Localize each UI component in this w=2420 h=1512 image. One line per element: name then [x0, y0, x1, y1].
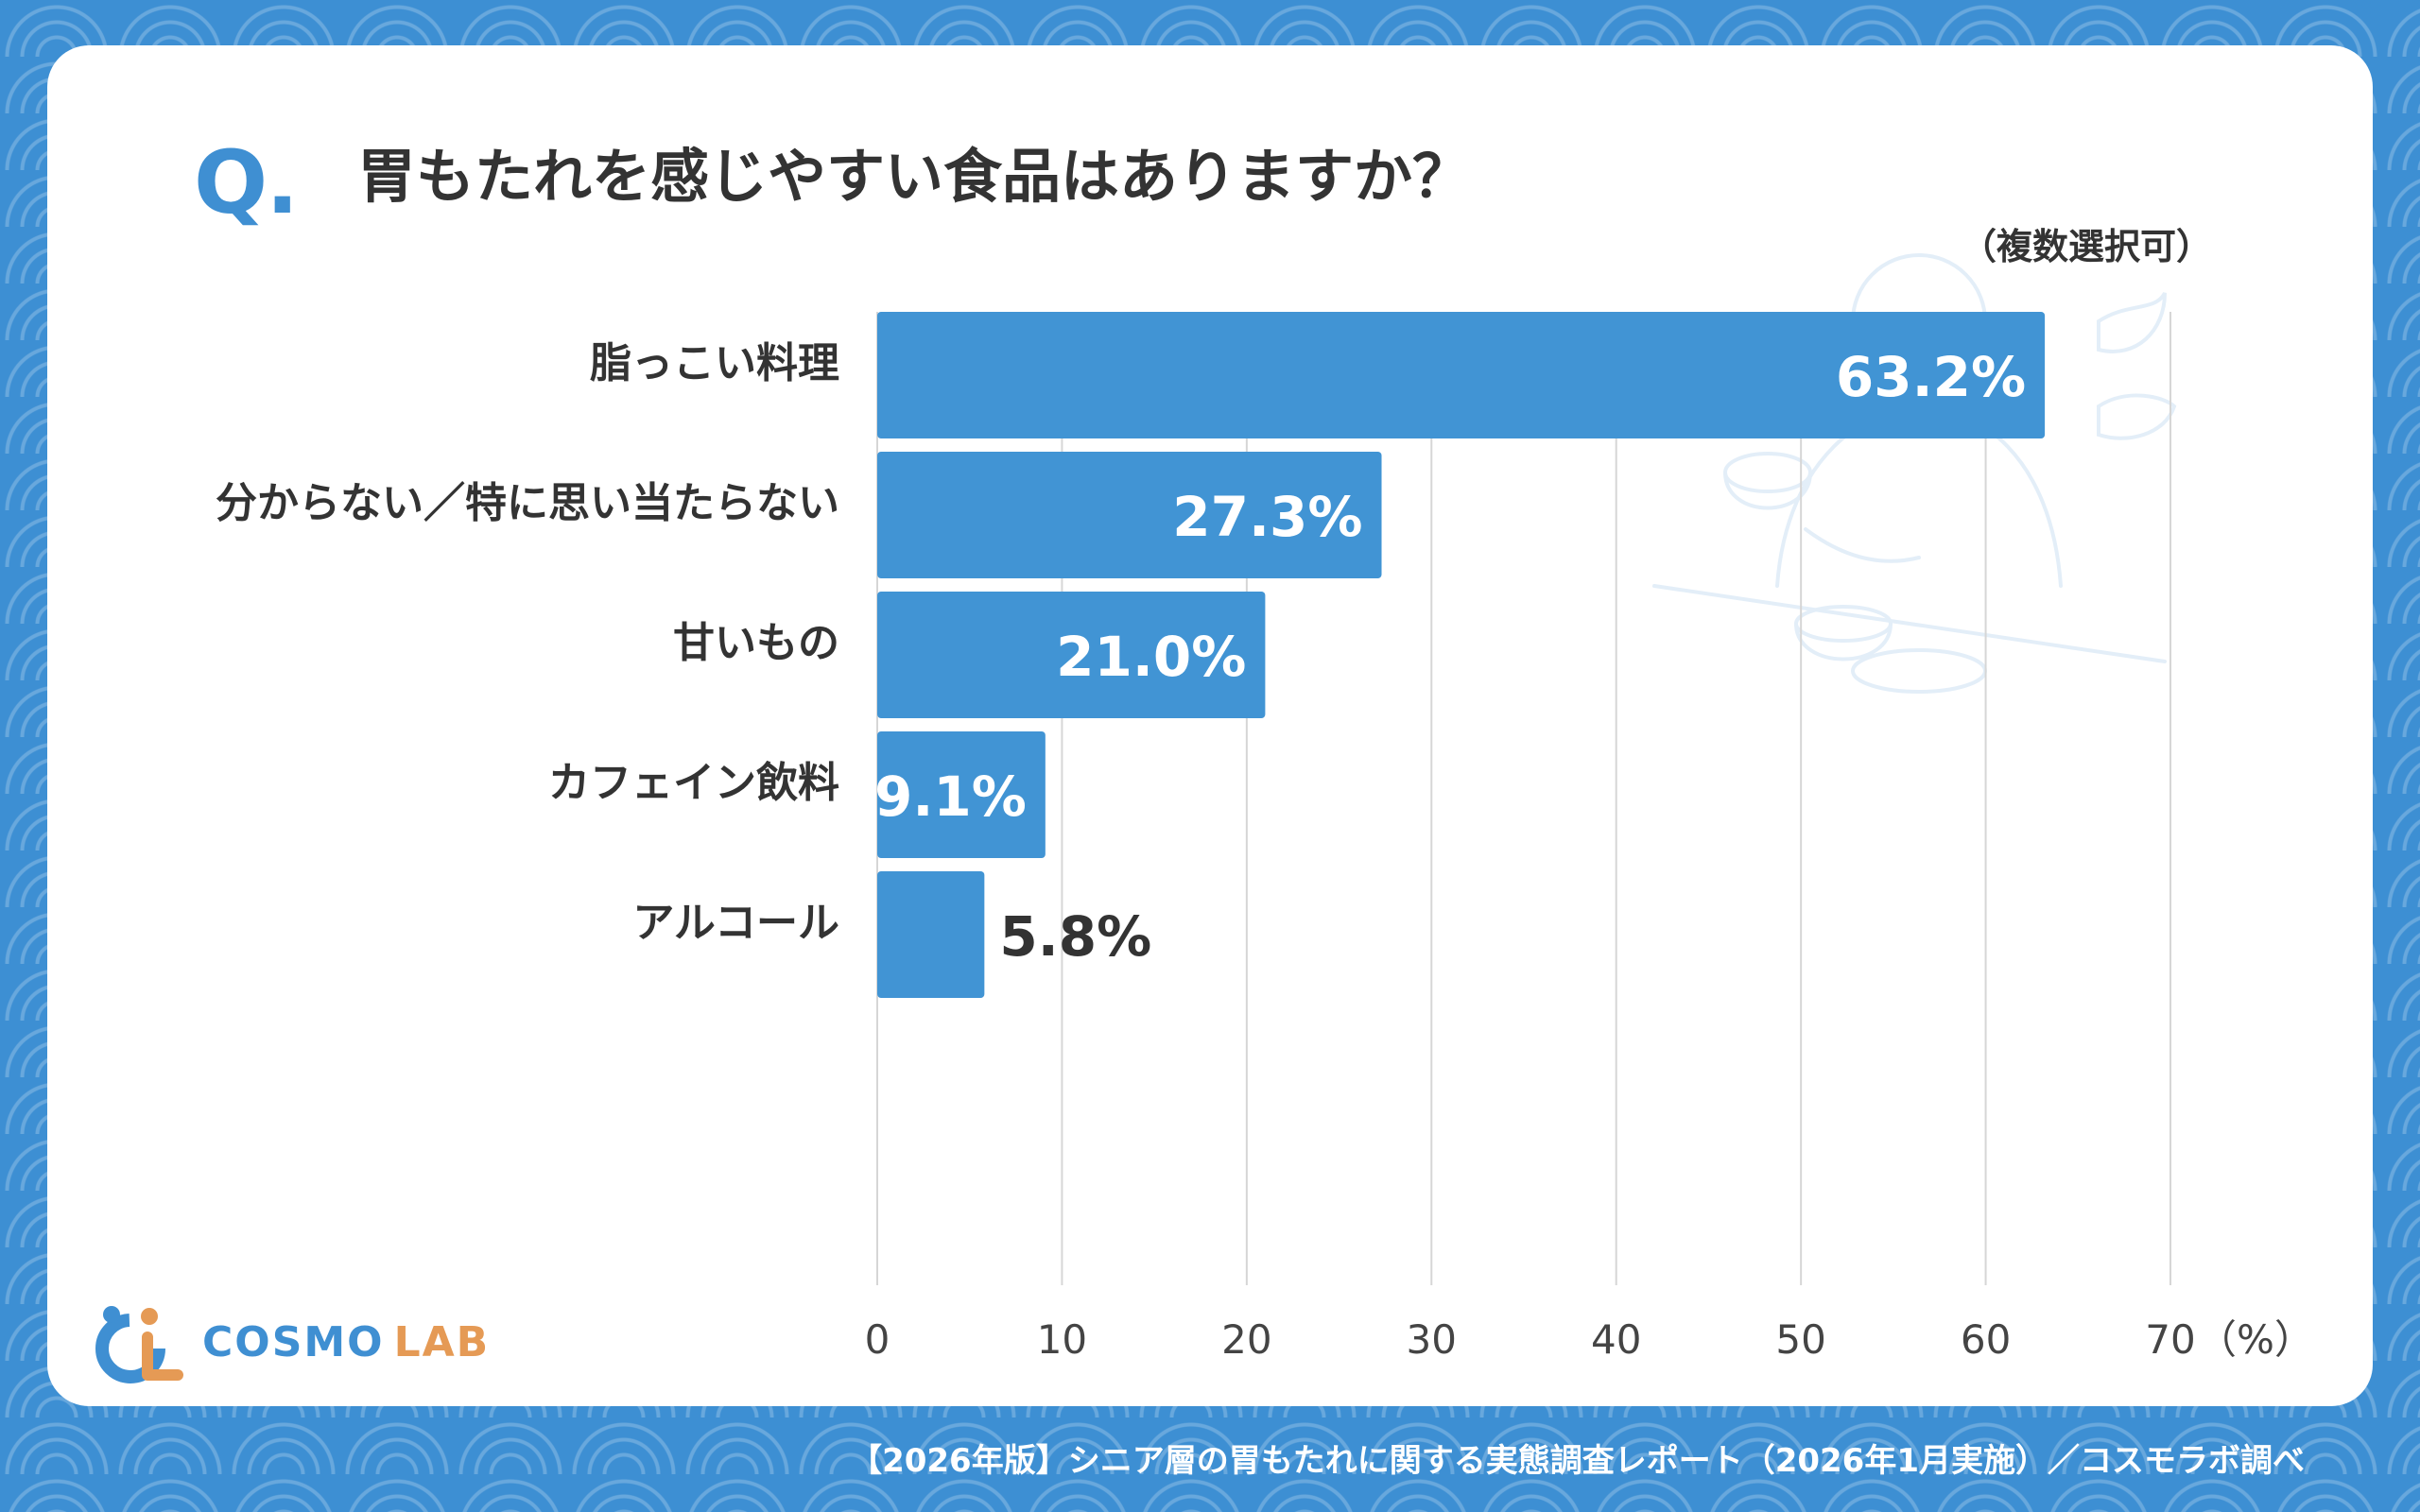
x-tick-label-20: 20 [1221, 1316, 1271, 1363]
value-label-0: 63.2% [1836, 345, 2026, 409]
multiple-choice-note: （複数選択可） [1960, 226, 2212, 267]
logo-text: COSMO LAB [202, 1318, 490, 1366]
logo-cosmo: COSMO [202, 1317, 385, 1366]
value-label-4: 5.8% [999, 904, 1151, 969]
x-axis-unit: （%） [2197, 1316, 2314, 1363]
x-tick-label-60: 60 [1961, 1316, 2011, 1363]
source-footer: 【2026年版】シニア層の胃もたれに関する実態調査レポート（2026年1月実施）… [850, 1442, 2305, 1480]
category-label-4: アルコール [632, 899, 839, 947]
bar-3 [877, 731, 1046, 858]
x-tick-label-70: 70 [2145, 1316, 2195, 1363]
x-tick-label-40: 40 [1591, 1316, 1641, 1363]
value-label-3: 9.1% [874, 765, 1027, 829]
x-tick-label-30: 30 [1407, 1316, 1457, 1363]
question-mark: Q. [194, 132, 299, 233]
category-label-0: 脂っこい料理 [590, 339, 839, 387]
category-label-3: カフェイン飲料 [548, 759, 839, 807]
category-label-1: 分からない／特に思い当たらない [216, 479, 839, 527]
category-label-2: 甘いもの [673, 619, 839, 667]
value-label-2: 21.0% [1056, 625, 1246, 689]
logo-lab: LAB [393, 1317, 491, 1366]
x-tick-label-0: 0 [865, 1316, 890, 1363]
cosmo-lab-logo-icon [95, 1306, 183, 1383]
x-tick-label-10: 10 [1037, 1316, 1087, 1363]
value-label-1: 27.3% [1172, 485, 1362, 549]
x-tick-label-50: 50 [1775, 1316, 1825, 1363]
bar-4 [877, 871, 985, 998]
bar-0 [877, 312, 2046, 438]
bar-1 [877, 452, 1382, 578]
question-title: 胃もたれを感じやすい食品はありますか？ [357, 142, 1472, 211]
cosmo-lab-logo: COSMO LAB [91, 1299, 490, 1384]
bar-2 [877, 592, 1266, 718]
